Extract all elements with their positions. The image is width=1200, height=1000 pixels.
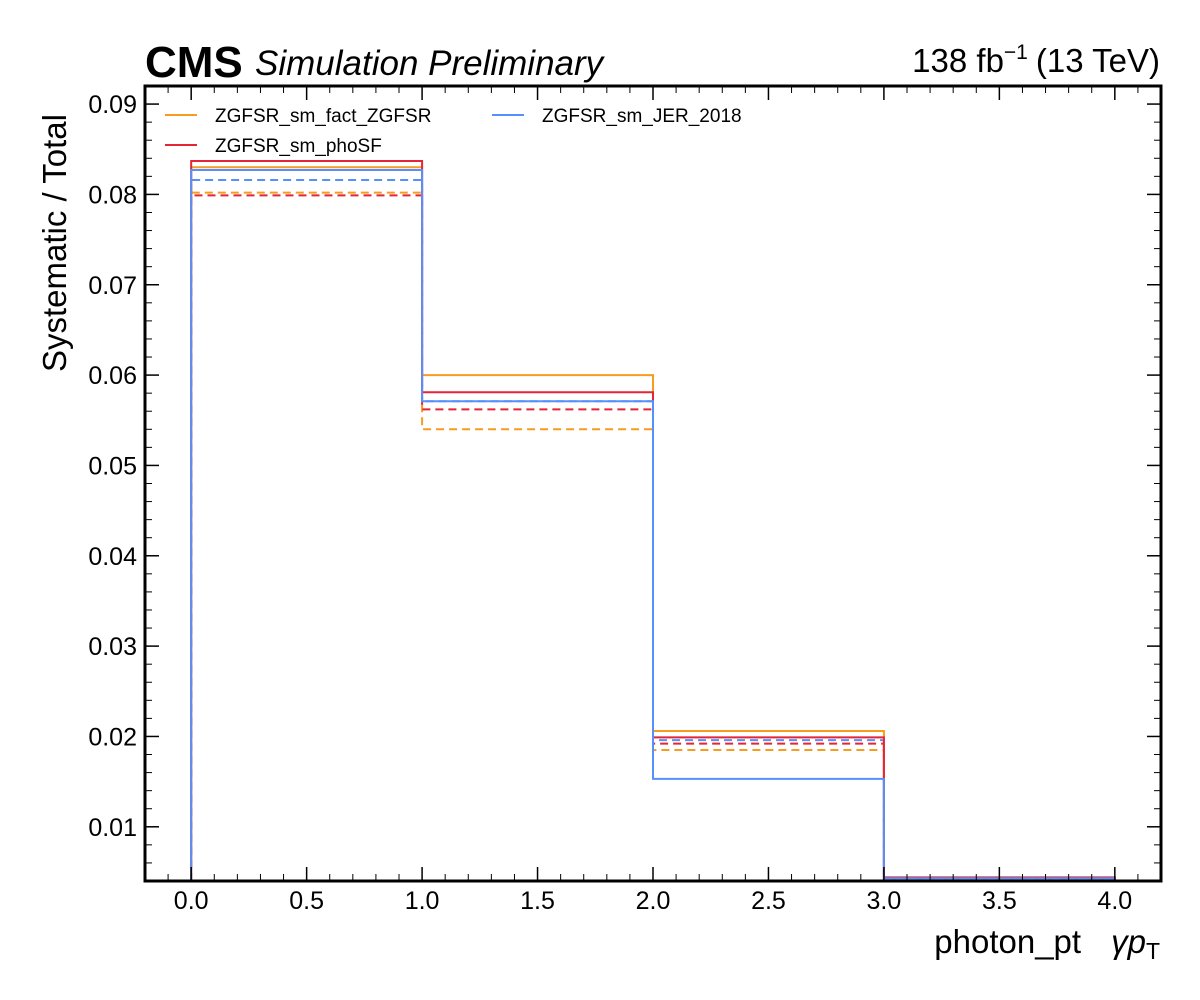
status-label: Simulation Preliminary xyxy=(255,44,606,83)
x-tick-label: 4.0 xyxy=(1097,887,1132,915)
y-tick-label: 0.09 xyxy=(88,91,137,119)
y-tick-label: 0.08 xyxy=(88,181,137,209)
legend-label: ZGFSR_sm_phoSF xyxy=(215,136,382,157)
energy-label: (13 TeV) xyxy=(1036,42,1160,79)
series-ZGFSR_sm_JER_2018-solid xyxy=(190,169,1116,881)
y-tick-label: 0.02 xyxy=(88,723,137,751)
x-tick-label: 3.0 xyxy=(867,887,902,915)
x-tick-label: 2.5 xyxy=(751,887,786,915)
y-tick-label: 0.07 xyxy=(88,272,137,300)
luminosity-value: 138 fb xyxy=(912,42,1004,79)
x-tick-label: 3.5 xyxy=(982,887,1017,915)
y-tick-label: 0.03 xyxy=(88,633,137,661)
x-axis-title: photon_pt γpT xyxy=(934,923,1160,964)
legend-label: ZGFSR_sm_JER_2018 xyxy=(542,106,742,127)
legend-label: ZGFSR_sm_fact_ZGFSR xyxy=(215,106,431,127)
y-tick-label: 0.01 xyxy=(88,814,137,842)
x-tick-label: 2.0 xyxy=(636,887,671,915)
x-tick-label: 0.5 xyxy=(289,887,324,915)
x-axis-title-text: photon_pt xyxy=(934,923,1081,960)
y-axis-title: Systematic / Total xyxy=(36,114,73,372)
y-tick-label: 0.05 xyxy=(88,452,137,480)
step-series-group xyxy=(190,159,1116,882)
luminosity-exponent: −1 xyxy=(1004,41,1028,64)
legend: ZGFSR_sm_fact_ZGFSR ZGFSR_sm_phoSF ZGFSR_s… xyxy=(165,106,742,157)
x-axis-title-subscript: T xyxy=(1146,938,1160,964)
x-axis-title-symbol: γp xyxy=(1111,923,1146,960)
x-tick-label: 1.0 xyxy=(405,887,440,915)
y-tick-label: 0.06 xyxy=(88,362,137,390)
luminosity-label: 138 fb−1 (13 TeV) xyxy=(912,41,1160,79)
plot-frame xyxy=(143,84,1163,883)
x-tick-label: 0.0 xyxy=(174,887,209,915)
tick-labels-group: 0.0 0.5 1.0 1.5 2.0 2.5 3.0 3.5 4.0 0.01 0.02 0.03 0… xyxy=(88,91,1132,915)
experiment-label: CMS xyxy=(145,38,243,87)
x-tick-label: 1.5 xyxy=(520,887,555,915)
y-tick-label: 0.04 xyxy=(88,543,137,571)
